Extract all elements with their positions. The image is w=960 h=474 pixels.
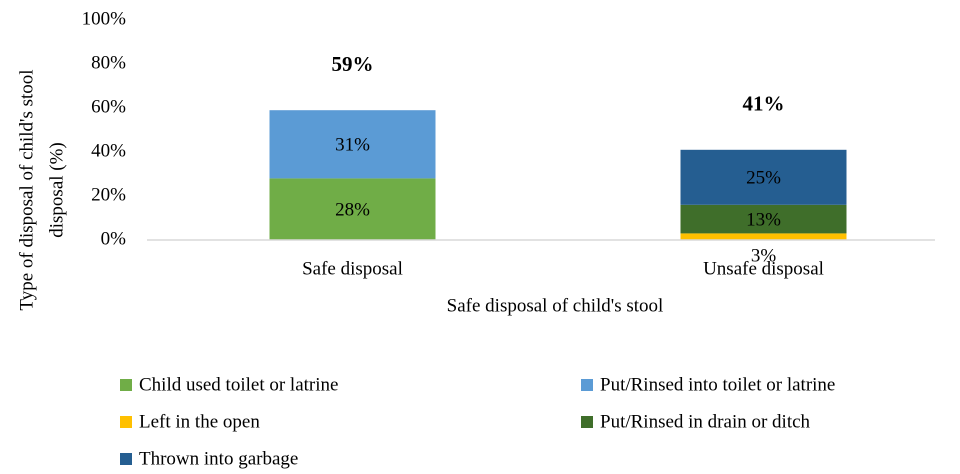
x-axis-title: Safe disposal of child's stool bbox=[447, 295, 664, 316]
data-label: 13% bbox=[746, 209, 781, 230]
bar-segment bbox=[680, 204, 847, 234]
legend-swatch bbox=[120, 453, 132, 465]
y-axis-title-line: Type of disposal of child's stool bbox=[16, 69, 37, 310]
y-tick-label: 60% bbox=[91, 96, 126, 117]
data-label: 31% bbox=[335, 135, 370, 156]
legend-label: Put/Rinsed into toilet or latrine bbox=[600, 374, 835, 395]
y-axis-title-line: disposal (%) bbox=[46, 142, 67, 238]
bar-segment bbox=[269, 110, 436, 179]
y-tick-label: 0% bbox=[101, 228, 127, 249]
legend-swatch bbox=[120, 416, 132, 428]
legend-label: Thrown into garbage bbox=[139, 448, 298, 469]
x-tick-label: Unsafe disposal bbox=[703, 258, 824, 279]
bar-segment bbox=[680, 233, 847, 240]
total-label: 41% bbox=[743, 92, 785, 116]
data-label: 3% bbox=[751, 245, 777, 266]
bar-segment bbox=[269, 178, 436, 240]
legend-swatch bbox=[581, 416, 593, 428]
y-tick-label: 100% bbox=[82, 8, 127, 29]
y-axis-title: Type of disposal of child's stool dispos… bbox=[16, 69, 67, 310]
x-tick-label: Safe disposal bbox=[302, 258, 403, 279]
legend-swatch bbox=[120, 379, 132, 391]
y-tick-label: 20% bbox=[91, 184, 126, 205]
y-tick-label: 40% bbox=[91, 140, 126, 161]
data-label: 25% bbox=[746, 168, 781, 189]
total-label: 59% bbox=[332, 52, 374, 76]
data-label: 28% bbox=[335, 200, 370, 221]
bar-segment bbox=[680, 149, 847, 205]
legend-label: Left in the open bbox=[139, 411, 260, 432]
legend-label: Child used toilet or latrine bbox=[139, 374, 338, 395]
legend-swatch bbox=[581, 379, 593, 391]
y-tick-label: 80% bbox=[91, 52, 126, 73]
legend-label: Put/Rinsed in drain or ditch bbox=[600, 411, 811, 432]
